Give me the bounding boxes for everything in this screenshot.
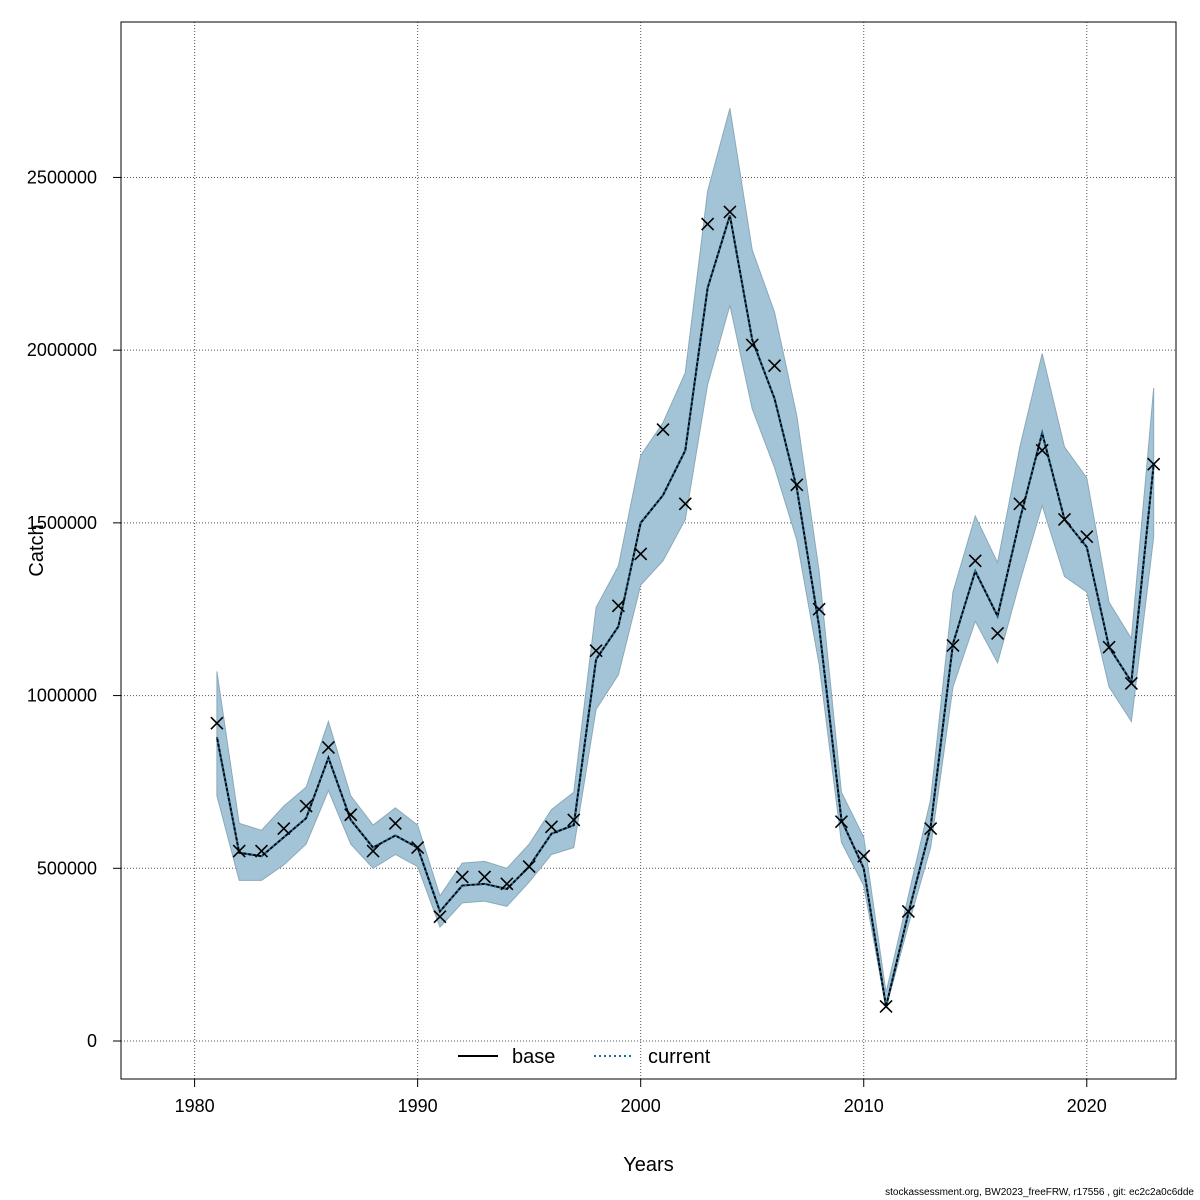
observed-point-2020 [1080,530,1094,544]
observed-point-1987 [344,808,358,822]
observed-markers [210,205,1161,1014]
observed-point-1986 [321,740,335,754]
observed-point-1983 [254,844,269,858]
y-tick-label-4: 2000000 [27,340,97,360]
observed-point-2018 [1035,443,1049,457]
legend-current-label: current [648,1046,711,1068]
observed-point-2002 [678,497,692,511]
observed-point-2015 [968,554,982,568]
y-tick-label-1: 500000 [37,858,97,878]
observed-point-1995 [522,859,536,874]
observed-point-1997 [567,813,581,827]
x-tick-label-3: 2010 [844,1096,884,1116]
observed-point-2016 [990,626,1005,640]
y-tick-label-2: 1000000 [27,686,97,706]
observed-point-2000 [634,547,648,561]
observed-point-1992 [455,870,469,884]
observed-point-2021 [1102,640,1116,654]
footer-caption: stockassessment.org, BW2023_freeFRW, r17… [885,1187,1194,1198]
observed-point-1981 [210,716,224,730]
y-tick-label-5: 2500000 [27,167,97,187]
observed-point-2013 [924,822,938,836]
legend: base current [458,1046,711,1068]
observed-point-2022 [1124,676,1138,691]
x-tick-label-2: 2000 [621,1096,661,1116]
y-tick-label-0: 0 [87,1031,97,1051]
observed-point-1985 [299,799,313,813]
observed-point-2017 [1013,497,1027,511]
y-axis-label: Catch [26,524,48,576]
observed-point-1993 [477,870,492,884]
observed-point-1988 [366,844,380,858]
y-axis: 0 500000 1000000 1500000 2000000 2500000 [27,167,122,1051]
observed-point-2005 [745,338,759,352]
series-line-base [215,215,1155,1007]
observed-point-1996 [544,820,559,834]
x-axis: 1980 1990 2000 2010 2020 [175,1078,1107,1116]
observed-point-2010 [857,849,871,863]
observed-point-2009 [834,815,848,829]
legend-base-label: base [512,1046,555,1068]
x-tick-label-4: 2020 [1067,1096,1107,1116]
observed-point-2023 [1147,457,1161,471]
x-axis-label: Years [623,1154,673,1176]
observed-point-1990 [411,840,425,855]
observed-point-2012 [901,904,915,919]
x-tick-label-1: 1990 [398,1096,438,1116]
confidence-band [216,108,1155,1009]
y-tick-label-3: 1500000 [27,513,97,533]
observed-point-1984 [277,822,291,836]
observed-point-1998 [589,644,603,658]
observed-point-2007 [790,478,804,492]
observed-point-1994 [500,877,514,891]
observed-point-2014 [946,638,960,653]
observed-point-2019 [1057,512,1072,526]
series-lines [215,215,1155,1007]
series-line-current [215,215,1155,1007]
observed-point-1991 [433,910,447,924]
observed-point-1982 [232,844,246,858]
observed-point-2001 [656,423,670,437]
observed-point-1999 [611,599,625,613]
observed-point-2004 [723,205,737,219]
observed-point-2006 [767,359,782,373]
observed-point-2011 [879,999,893,1014]
observed-point-2003 [701,217,715,231]
x-tick-label-0: 1980 [175,1096,215,1116]
observed-point-1989 [388,816,402,830]
confidence-band-area [216,108,1155,1009]
observed-point-2008 [812,602,826,616]
